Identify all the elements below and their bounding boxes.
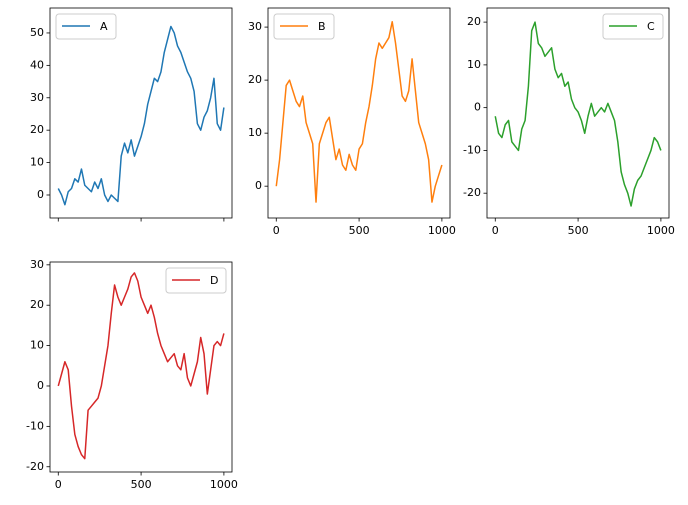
x-tick-label: 500: [131, 478, 152, 491]
y-tick-label: 40: [30, 58, 44, 71]
y-tick-label: 0: [474, 101, 481, 114]
y-tick-label: -20: [463, 186, 481, 199]
y-tick-label: 20: [467, 15, 481, 28]
y-tick-label: 0: [255, 179, 262, 192]
x-tick-label: 0: [55, 478, 62, 491]
x-tick-label: 0: [492, 224, 499, 237]
series-line: [494, 21, 662, 207]
x-tick-label: 500: [349, 224, 370, 237]
y-tick-label: 10: [248, 126, 262, 139]
series-line: [57, 272, 225, 460]
y-tick-label: 0: [37, 379, 44, 392]
series-line: [57, 25, 225, 206]
y-tick-label: 20: [248, 73, 262, 86]
y-tick-label: -10: [26, 419, 44, 432]
legend-label: B: [318, 20, 326, 33]
y-tick-label: 20: [30, 298, 44, 311]
series-line: [275, 21, 443, 203]
axes-frame: [267, 7, 451, 219]
y-tick-label: 10: [30, 156, 44, 169]
y-tick-label: 20: [30, 123, 44, 136]
y-tick-label: 30: [30, 258, 44, 271]
y-tick-label: 10: [30, 339, 44, 352]
legend-label: A: [100, 20, 108, 33]
x-tick-label: 1000: [428, 224, 456, 237]
y-tick-label: 0: [37, 188, 44, 201]
y-tick-label: 50: [30, 26, 44, 39]
y-tick-label: 30: [30, 91, 44, 104]
axes-frame: [486, 7, 670, 219]
x-tick-label: 0: [273, 224, 280, 237]
y-tick-label: 30: [248, 20, 262, 33]
x-tick-label: 500: [568, 224, 589, 237]
x-tick-label: 1000: [647, 224, 675, 237]
x-tick-label: 1000: [210, 478, 238, 491]
y-tick-label: -10: [463, 143, 481, 156]
axes-frame: [49, 7, 233, 219]
y-tick-label: -20: [26, 460, 44, 473]
axes-frame: [49, 261, 233, 473]
y-tick-label: 10: [467, 58, 481, 71]
legend-label: C: [647, 20, 655, 33]
legend-label: D: [210, 274, 218, 287]
